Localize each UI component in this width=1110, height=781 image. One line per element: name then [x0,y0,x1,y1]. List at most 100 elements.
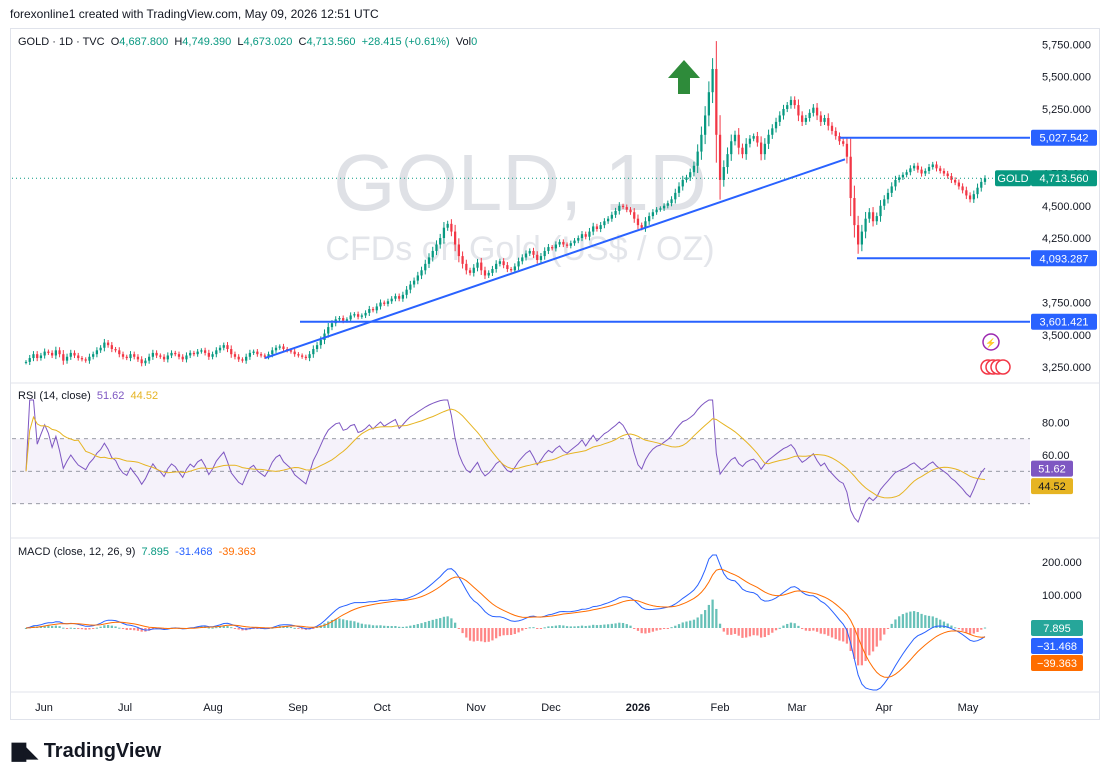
candle-body [461,256,464,264]
candle-body [789,99,793,106]
macd-hist-bar [606,624,610,628]
candle-body [28,358,31,362]
macd-hist-bar [43,625,46,628]
candle-body [707,92,710,116]
candle-body [883,199,886,206]
candle-body [189,352,192,356]
macd-hist-bar [409,625,412,628]
macd-hist-bar [614,623,617,628]
candle-body [230,349,233,355]
candle-body [54,350,57,356]
macd-hist-bar [815,628,819,632]
candle-body [364,312,367,316]
brand-name: TradingView [43,740,162,762]
volume-value: 0 [471,36,478,48]
candle-body [853,198,856,226]
rsi-value-tag [1031,460,1073,477]
macd-value-tag [1031,638,1083,654]
candle-body [886,192,890,200]
macd-hist-bar [92,628,95,629]
candle-body [715,68,718,135]
candle-body [383,302,386,304]
candle-body [610,214,613,219]
macd-hist-bar [129,628,132,630]
candle-body [259,354,263,356]
candle-body [905,172,908,175]
candle-body [539,256,543,260]
close-label: C [298,36,307,48]
price-tick-label: 3,250.000 [1042,362,1091,374]
candle-body [274,347,278,351]
time-tick-label: Oct [373,702,390,714]
candle-body [196,351,199,355]
macd-hist-bar [416,624,419,628]
candle-body [491,269,494,273]
time-tick-label: Apr [875,702,892,714]
candle-body [737,134,740,148]
macd-hist-bar [789,622,793,628]
rsi-line [25,399,986,523]
candle-body [786,105,789,109]
macd-hist-bar [573,626,576,628]
candle-body [722,167,725,180]
macd-hist-bar [58,626,61,628]
price-level-tag [1031,313,1097,330]
macd-hist-bar [431,619,434,628]
price-tick-label: 5,750.000 [1042,39,1091,51]
macd-hist-bar [24,628,28,629]
macd-hist-bar [54,625,57,628]
candle-body [980,181,983,188]
candle-body [942,170,946,174]
candle-body [62,354,65,361]
macd-hist-bar [386,625,390,628]
macd-hist-bar [759,628,763,638]
time-tick-label: Aug [203,702,223,714]
macd-hist-bar [916,612,919,628]
candle-body [185,355,188,360]
macd-hist-bar [547,626,550,628]
price-tick-label: 4,250.000 [1042,233,1091,245]
macd-hist-bar [670,627,673,629]
macd-hist-bar [565,626,569,628]
candle-body [618,205,621,211]
macd-hist-bar [894,619,897,628]
macd-hist-bar [871,628,875,652]
candle-body [804,118,808,122]
candle-body [110,345,113,350]
rsi-tick-label: 80.00 [1042,418,1070,430]
candle-body [282,346,285,350]
macd-hist-bar [976,628,979,632]
symbol-tag [995,170,1031,187]
candle-body [547,247,550,251]
macd-hist-bar [360,623,363,628]
macd-hist-bar [256,628,259,629]
lightning-glyph: ⚡ [985,337,996,349]
candle-body [446,223,449,228]
macd-hist-bar [349,620,352,628]
time-tick-label: Jun [35,702,53,714]
candle-body [651,212,655,217]
macd-hist-bar [50,625,54,628]
macd-hist-bar [345,620,349,628]
candle-body [65,356,69,361]
macd-hist-bar [771,628,774,633]
macd-hist-bar [420,623,423,628]
macd-hist-bar [733,628,737,634]
macd-hist-bar [509,628,513,635]
signal-line [25,568,986,678]
candle-body [476,262,479,268]
candle-body [155,352,158,356]
candle-body [181,356,184,360]
candle-body [909,168,912,173]
tradingview-logo[interactable]: ▇◣ TradingView [12,740,161,763]
candle-body [543,250,546,257]
macd-value-tag [1031,620,1083,636]
candle-body [271,350,274,355]
candle-body [674,192,677,200]
macd-hist-bar [379,625,382,628]
candle-body [700,134,703,152]
macd-hist-bar [502,628,505,636]
macd-hist-bar [961,628,964,631]
macd-hist-bar [252,628,255,629]
